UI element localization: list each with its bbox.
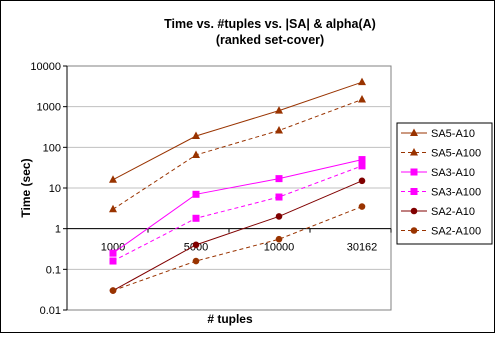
series-line	[112, 159, 363, 254]
legend-marker	[410, 207, 418, 215]
data-point	[275, 175, 283, 183]
data-point	[275, 125, 283, 134]
legend-label: SA3-A10	[431, 167, 475, 179]
data-point	[192, 214, 200, 222]
y-tick-label: 100	[43, 142, 61, 154]
data-point	[192, 190, 200, 198]
data-point	[358, 95, 366, 103]
data-point	[192, 257, 200, 265]
series-sa3-a100	[109, 162, 366, 265]
legend-item: SA5-A10	[401, 128, 475, 140]
legend-label: SA2-A10	[431, 206, 475, 218]
legend-item: SA5-A100	[401, 148, 481, 160]
data-point	[192, 241, 200, 249]
data-point	[275, 106, 283, 114]
data-point	[358, 162, 366, 170]
series-line	[112, 180, 363, 292]
series-line	[112, 165, 363, 262]
data-point	[275, 213, 283, 220]
legend-label: SA3-A100	[431, 187, 481, 199]
legend-item: SA3-A100	[401, 187, 481, 199]
x-tick-label: 10000	[264, 242, 295, 254]
data-point	[109, 175, 117, 183]
legend-label: SA5-A100	[431, 148, 481, 160]
x-axis-label: # tuples	[207, 312, 253, 326]
chart-subtitle: (ranked set-cover)	[216, 33, 324, 47]
legend-marker	[410, 168, 418, 176]
x-tick-label: 1000	[101, 242, 125, 254]
data-point	[358, 177, 366, 185]
x-axis: 100050001000030162	[66, 228, 392, 254]
series-sa2-a100	[109, 203, 366, 294]
y-axis-label: Time (sec)	[19, 158, 33, 217]
y-tick-label: 1000	[37, 102, 61, 114]
chart-title: Time vs. #tuples vs. |SA| & alpha(A)	[164, 17, 376, 31]
legend: SA5-A10 SA5-A100 SA3-A10 SA3-A100 SA2-A10 SA2…	[396, 122, 493, 245]
data-point	[275, 193, 283, 201]
y-tick-label: 10000	[30, 61, 61, 73]
data-point	[109, 257, 117, 265]
data-point	[109, 287, 117, 294]
legend-label: SA5-A10	[431, 128, 475, 140]
data-point	[109, 204, 117, 213]
legend-item: SA2-A10	[401, 206, 475, 218]
legend-label: SA2-A100	[431, 226, 481, 238]
legend-item: SA3-A10	[401, 167, 475, 179]
legend-marker	[410, 128, 418, 136]
data-point	[358, 156, 366, 164]
y-tick-label: 1	[55, 224, 61, 236]
y-tick-label: 0.1	[46, 264, 61, 276]
series-line	[112, 81, 363, 181]
data-point	[192, 131, 200, 139]
data-point	[109, 249, 117, 257]
legend-marker	[410, 148, 418, 156]
y-tick-label: 10	[49, 183, 61, 195]
series-line	[112, 99, 363, 210]
data-point	[275, 235, 283, 243]
data-point	[192, 150, 200, 158]
series-sa5-a10	[109, 77, 366, 183]
series-sa3-a10	[109, 156, 366, 257]
legend-item: SA2-A100	[401, 226, 481, 238]
legend-box	[396, 122, 493, 245]
data-point	[358, 77, 366, 86]
legend-marker	[410, 188, 418, 195]
data-point	[358, 203, 366, 210]
y-axis: 0.01 0.1 1 10 100 1000 10000	[30, 61, 68, 317]
series-line	[112, 206, 363, 292]
series-layer	[109, 77, 366, 294]
x-tick-label: 30162	[347, 242, 378, 254]
series-sa5-a100	[109, 95, 366, 213]
y-tick-label: 0.01	[40, 305, 61, 317]
legend-marker	[410, 227, 418, 234]
